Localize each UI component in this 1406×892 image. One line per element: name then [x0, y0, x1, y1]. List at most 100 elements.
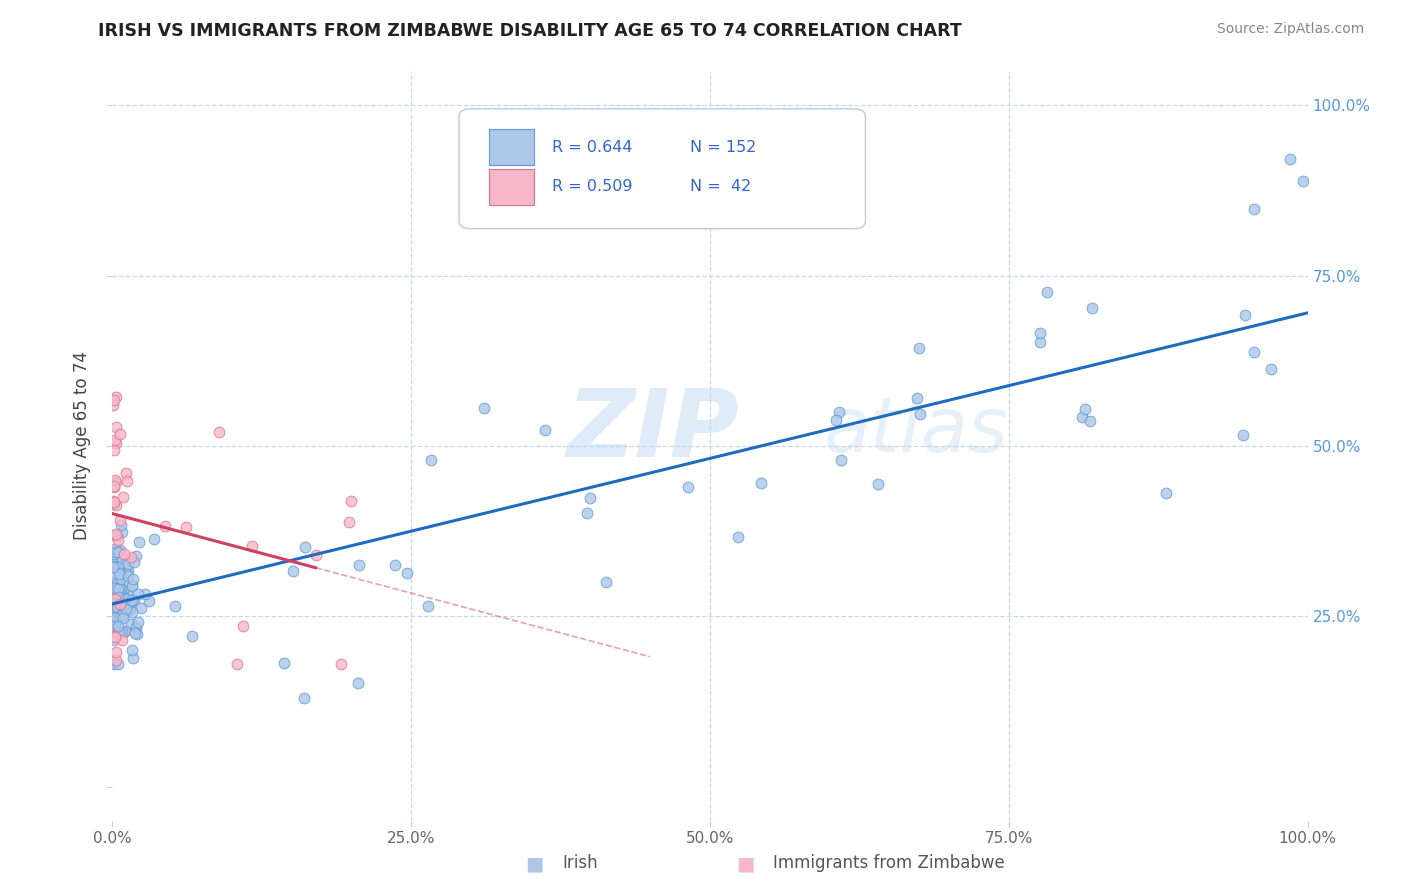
Point — [112, 547, 135, 561]
Point — [101, 613, 124, 627]
Point — [115, 601, 138, 615]
Point — [103, 442, 125, 457]
Point — [103, 585, 125, 599]
Point — [112, 624, 135, 639]
Point — [103, 584, 125, 599]
Point — [114, 466, 136, 480]
Point — [104, 390, 127, 404]
Point — [108, 603, 131, 617]
Point — [104, 587, 127, 601]
Point — [1035, 285, 1057, 299]
Point — [121, 643, 143, 657]
Point — [107, 619, 129, 633]
Point — [121, 578, 143, 592]
Point — [749, 476, 772, 491]
Text: N =  42: N = 42 — [690, 179, 751, 194]
Point — [101, 398, 124, 412]
Point — [1074, 401, 1097, 416]
Text: N = 152: N = 152 — [690, 139, 756, 154]
Text: ■: ■ — [524, 854, 544, 873]
Point — [121, 592, 143, 607]
Point — [1081, 301, 1104, 315]
Point — [107, 574, 129, 589]
Text: R = 0.644: R = 0.644 — [553, 139, 633, 154]
Point — [110, 598, 132, 612]
Point — [1243, 345, 1265, 359]
Point — [866, 477, 889, 491]
Point — [103, 624, 125, 638]
Point — [905, 391, 928, 405]
Point — [107, 625, 129, 640]
Point — [595, 575, 617, 590]
Text: Irish: Irish — [562, 855, 598, 872]
Point — [1278, 152, 1301, 166]
Point — [103, 608, 125, 623]
Point — [281, 564, 304, 578]
Point — [107, 601, 129, 615]
Point — [240, 539, 263, 553]
Text: ZIP: ZIP — [567, 385, 740, 477]
Point — [329, 657, 352, 671]
Point — [110, 518, 132, 533]
Text: IRISH VS IMMIGRANTS FROM ZIMBABWE DISABILITY AGE 65 TO 74 CORRELATION CHART: IRISH VS IMMIGRANTS FROM ZIMBABWE DISABI… — [98, 22, 962, 40]
Point — [107, 591, 129, 605]
Point — [105, 419, 128, 434]
Text: Immigrants from Zimbabwe: Immigrants from Zimbabwe — [773, 855, 1005, 872]
Point — [830, 452, 852, 467]
Point — [396, 566, 419, 580]
Point — [337, 515, 360, 529]
Point — [104, 581, 127, 595]
Point — [122, 572, 145, 586]
Point — [105, 599, 128, 614]
Point — [134, 587, 156, 601]
Point — [305, 548, 328, 562]
Point — [104, 433, 127, 447]
Point — [727, 531, 749, 545]
Text: Source: ZipAtlas.com: Source: ZipAtlas.com — [1216, 22, 1364, 37]
Point — [384, 558, 406, 572]
Point — [103, 480, 125, 494]
Point — [110, 566, 132, 581]
Point — [118, 601, 141, 615]
Point — [1029, 326, 1052, 340]
Point — [114, 624, 136, 638]
Point — [104, 574, 127, 589]
Point — [104, 624, 127, 638]
Point — [111, 600, 134, 615]
Point — [108, 427, 131, 442]
Point — [339, 494, 361, 508]
Point — [103, 617, 125, 632]
Point — [472, 401, 495, 416]
Point — [1071, 409, 1094, 424]
Point — [121, 605, 143, 619]
Point — [117, 568, 139, 582]
Point — [104, 604, 127, 618]
Point — [122, 651, 145, 665]
Point — [104, 475, 127, 489]
Point — [103, 547, 125, 561]
Point — [120, 617, 142, 632]
Point — [825, 412, 848, 426]
Point — [1292, 174, 1315, 188]
Point — [111, 609, 134, 624]
Point — [101, 619, 124, 633]
Point — [111, 610, 134, 624]
Point — [110, 571, 132, 585]
Point — [1243, 202, 1265, 217]
Y-axis label: Disability Age 65 to 74: Disability Age 65 to 74 — [73, 351, 91, 541]
Point — [105, 526, 128, 541]
Point — [208, 425, 231, 440]
Point — [103, 478, 125, 492]
Point — [419, 452, 441, 467]
Text: atlas: atlas — [824, 394, 1008, 468]
Point — [104, 435, 127, 450]
Point — [676, 480, 699, 494]
Point — [125, 626, 148, 640]
FancyBboxPatch shape — [489, 129, 534, 165]
Point — [232, 619, 254, 633]
Point — [118, 603, 141, 617]
Point — [104, 645, 127, 659]
Point — [103, 657, 125, 671]
Point — [104, 474, 127, 488]
Point — [110, 607, 132, 621]
